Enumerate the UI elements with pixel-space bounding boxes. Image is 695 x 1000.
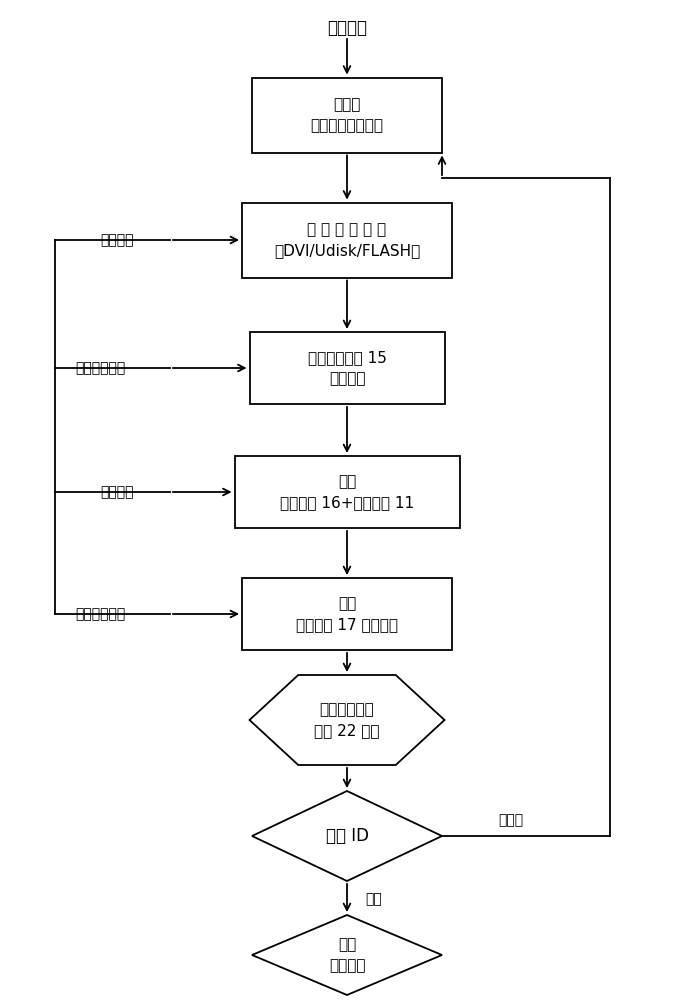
Text: 初始化
调用上次存储状态: 初始化 调用上次存储状态 [311, 97, 384, 133]
Text: 图像输出格式: 图像输出格式 [75, 607, 125, 621]
Text: 电源打开: 电源打开 [327, 19, 367, 37]
FancyBboxPatch shape [242, 202, 452, 277]
FancyBboxPatch shape [250, 332, 445, 404]
Polygon shape [252, 915, 442, 995]
FancyBboxPatch shape [252, 78, 442, 152]
Text: 检查 ID: 检查 ID [325, 827, 368, 845]
Text: 设置
图像缩放 16+图像叠加 11: 设置 图像缩放 16+图像叠加 11 [280, 474, 414, 510]
Text: 符合: 符合 [365, 892, 382, 906]
Text: 图像输入通道: 图像输入通道 [75, 361, 125, 375]
FancyBboxPatch shape [234, 456, 459, 528]
Text: 设置图像解码 15
输入通道: 设置图像解码 15 输入通道 [308, 350, 386, 386]
Text: 不符合: 不符合 [498, 813, 523, 827]
Polygon shape [250, 675, 445, 765]
Text: 设 置 底 图 来 源
（DVI/Udisk/FLASH）: 设 置 底 图 来 源 （DVI/Udisk/FLASH） [274, 222, 420, 258]
FancyBboxPatch shape [242, 578, 452, 650]
Text: 等待主板控制
单元 22 指令: 等待主板控制 单元 22 指令 [314, 702, 379, 738]
Text: 底图来源: 底图来源 [100, 233, 133, 247]
Text: 检查
指令类别: 检查 指令类别 [329, 937, 366, 973]
Polygon shape [252, 791, 442, 881]
Text: 图像大小: 图像大小 [100, 485, 133, 499]
Text: 设置
图像输出 17 输出格式: 设置 图像输出 17 输出格式 [296, 596, 398, 632]
